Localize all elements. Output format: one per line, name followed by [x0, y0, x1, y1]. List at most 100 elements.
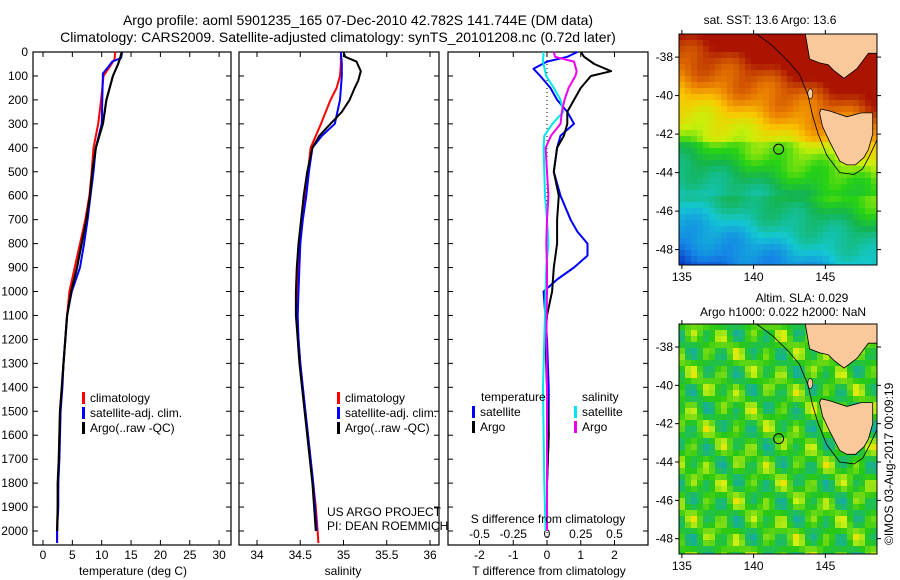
map-cell [739, 354, 745, 360]
map-cell [697, 414, 703, 420]
map-cell [745, 58, 751, 64]
map-cell [709, 160, 715, 166]
map-cell [835, 480, 841, 486]
map-cell [871, 528, 877, 534]
map-cell [865, 52, 871, 58]
map-cell [709, 366, 715, 372]
y-tick-label: 1900 [1, 500, 28, 514]
map-cell [793, 450, 799, 456]
map-cell [871, 504, 877, 510]
map-cell [871, 552, 877, 554]
legend-label: climatology [90, 391, 150, 405]
map-cell [751, 504, 757, 510]
map-cell [739, 130, 745, 136]
project-annotation: US ARGO PROJECT [327, 505, 442, 519]
map-cell [871, 390, 877, 396]
map-cell [733, 498, 739, 504]
map-cell [859, 528, 865, 534]
map-cell [775, 214, 781, 220]
map-cell [757, 142, 763, 148]
map-cell [769, 214, 775, 220]
map-cell [733, 348, 739, 354]
map-cell [691, 414, 697, 420]
map-cell [751, 438, 757, 444]
map-cell [697, 486, 703, 492]
map-cell [697, 88, 703, 94]
map-cell [847, 516, 853, 522]
map-cell [805, 196, 811, 202]
map-cell [775, 372, 781, 378]
map-cell [679, 390, 685, 396]
map-cell [829, 468, 835, 474]
map-cell [781, 172, 787, 178]
map-cell [811, 384, 817, 390]
map-cell [739, 438, 745, 444]
map-cell [811, 528, 817, 534]
map-cell [871, 384, 877, 390]
map-cell [685, 450, 691, 456]
map-cell [685, 510, 691, 516]
map-cell [763, 226, 769, 232]
map-cell [745, 456, 751, 462]
map-cell [775, 498, 781, 504]
map-cell [805, 498, 811, 504]
map-cell [781, 130, 787, 136]
map-cell [859, 384, 865, 390]
map-cell [715, 160, 721, 166]
map-cell [871, 82, 877, 88]
map-cell [697, 64, 703, 70]
map-cell [721, 88, 727, 94]
map-cell [715, 166, 721, 172]
map-cell [697, 390, 703, 396]
map-cell [829, 462, 835, 468]
map-cell [763, 432, 769, 438]
map-cell [715, 522, 721, 528]
map-cell [865, 372, 871, 378]
map-cell [679, 462, 685, 468]
map-cell [721, 34, 727, 40]
map-cell [751, 154, 757, 160]
map-cell [751, 498, 757, 504]
map-cell [685, 420, 691, 426]
map-cell [829, 384, 835, 390]
map-cell [721, 70, 727, 76]
map-cell [859, 94, 865, 100]
map-cell [739, 88, 745, 94]
map-cell [721, 154, 727, 160]
map-cell [721, 232, 727, 238]
map-cell [733, 154, 739, 160]
map-cell [691, 408, 697, 414]
map-cell [697, 516, 703, 522]
map-cell [733, 250, 739, 256]
map-cell [691, 402, 697, 408]
y-tick-label: 900 [8, 261, 28, 275]
map-cell [811, 262, 817, 265]
map-cell [829, 106, 835, 112]
map-cell [799, 226, 805, 232]
x-tick-label: 30 [212, 548, 226, 562]
map-cell [841, 76, 847, 82]
y-tick-label: 1400 [1, 380, 28, 394]
map-cell [835, 100, 841, 106]
map-cell [739, 408, 745, 414]
map-cell [853, 94, 859, 100]
map-cell [721, 546, 727, 552]
map-cell [697, 432, 703, 438]
map-cell [787, 366, 793, 372]
map-cell [865, 256, 871, 262]
map-cell [763, 408, 769, 414]
map-cell [697, 232, 703, 238]
map-cell [745, 426, 751, 432]
map-cell [739, 196, 745, 202]
map-cell [751, 396, 757, 402]
map-cell [829, 528, 835, 534]
map-cell [793, 214, 799, 220]
map-cell [685, 220, 691, 226]
map-cell [685, 112, 691, 118]
map-cell [781, 528, 787, 534]
map-cell [733, 552, 739, 554]
map-cell [853, 372, 859, 378]
map-cell [829, 504, 835, 510]
map-cell [691, 540, 697, 546]
map-cell [709, 238, 715, 244]
